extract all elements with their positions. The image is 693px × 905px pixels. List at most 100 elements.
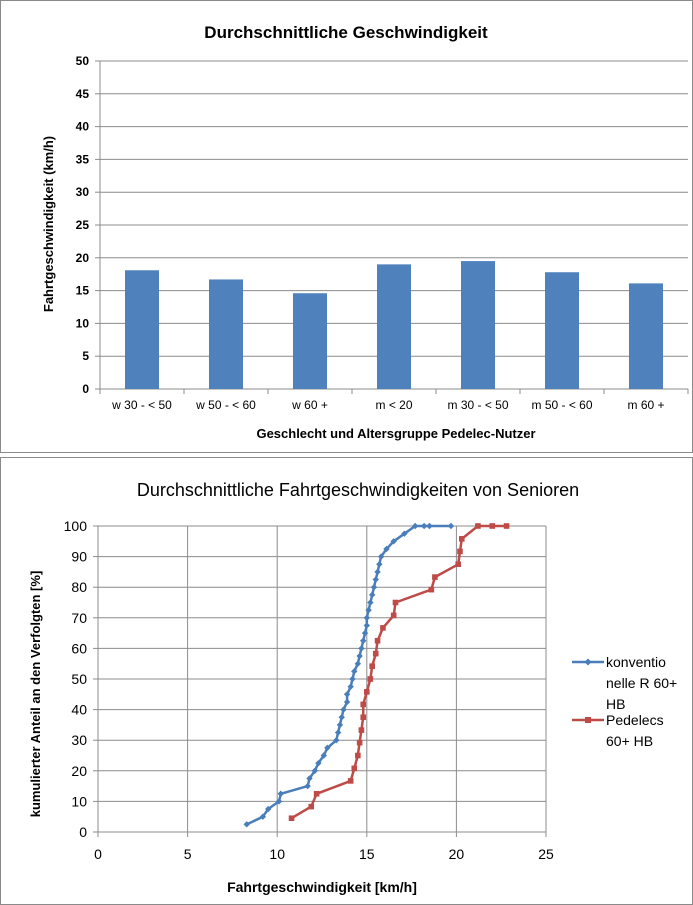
bar-x-tick-label: m 30 - < 50 xyxy=(447,398,508,412)
series-1-point xyxy=(383,545,390,553)
series-2-point xyxy=(367,676,374,682)
bar-y-tick-label: 15 xyxy=(76,284,90,298)
bar-y-tick-label: 20 xyxy=(76,251,90,265)
series-2-point xyxy=(364,689,370,695)
series-2-line xyxy=(290,524,507,820)
series-2-point xyxy=(355,752,361,759)
line-y-tick-label: 70 xyxy=(71,610,87,626)
series-1-point xyxy=(324,744,331,752)
series-1-point xyxy=(372,576,379,583)
line-chart-ylabel: kumulierter Anteil an den Verfolgten [%] xyxy=(28,571,43,818)
series-2-point xyxy=(475,523,481,529)
series-1-point xyxy=(390,538,397,545)
bar-x-tick-label: w 30 - < 50 xyxy=(111,398,172,412)
series-1-point xyxy=(349,675,356,683)
legend-swatch-marker-2 xyxy=(585,717,591,723)
line-x-tick-label: 15 xyxy=(359,846,375,862)
series-2-point xyxy=(351,765,358,772)
series-1-point xyxy=(311,767,319,774)
bar-y-tick-label: 35 xyxy=(76,152,90,166)
series-2-point xyxy=(432,574,438,580)
bar-chart-title: Durchschnittliche Geschwindigkeit xyxy=(204,23,488,42)
bar-6 xyxy=(544,272,580,389)
line-y-tick-label: 10 xyxy=(71,793,87,809)
line-y-tick-label: 50 xyxy=(71,671,87,687)
line-x-tick-label: 20 xyxy=(449,846,465,862)
series-2-point xyxy=(313,790,320,797)
bar-y-tick-label: 45 xyxy=(76,87,90,101)
bar-chart-x-ticks: w 30 - < 50 w 50 - < 60 w 60 + m < 20 m 30 -… xyxy=(99,389,689,412)
bar-x-tick-label: w 50 - < 60 xyxy=(195,398,256,412)
series-2-point xyxy=(360,714,367,721)
series-1-point xyxy=(370,584,378,591)
line-x-tick-label: 5 xyxy=(184,846,192,862)
series-1-point xyxy=(304,782,311,790)
line-y-tick-label: 80 xyxy=(71,579,87,595)
line-chart-frame xyxy=(0,457,693,905)
legend-label-1: nelle R 60+ xyxy=(606,675,677,691)
series-2-point xyxy=(380,625,386,631)
bar-chart-bars xyxy=(124,261,664,389)
line-chart-gridlines xyxy=(97,525,547,833)
line-y-tick-label: 60 xyxy=(71,640,87,656)
series-1-point xyxy=(351,668,358,675)
series-1-point xyxy=(367,599,374,606)
series-1-point xyxy=(320,752,327,759)
series-1-point xyxy=(361,629,369,637)
series-1-point xyxy=(275,798,283,805)
series-2-point xyxy=(288,815,295,822)
series-1-point xyxy=(265,805,272,813)
series-2-point xyxy=(356,739,363,746)
bar-y-tick-label: 40 xyxy=(76,120,90,134)
series-1-point xyxy=(334,729,342,736)
bar-x-tick-label: w 60 + xyxy=(291,398,328,412)
bar-2 xyxy=(208,279,244,389)
series-2-point xyxy=(455,561,461,568)
series-2-point xyxy=(392,599,399,606)
series-1-point xyxy=(368,591,376,599)
series-2-point xyxy=(489,523,496,529)
legend-label-1: HB xyxy=(606,696,625,712)
bar-y-tick-label: 0 xyxy=(82,382,89,396)
line-y-tick-label: 40 xyxy=(71,702,87,718)
line-chart-xlabel: Fahrtgeschwindigkeit [km/h] xyxy=(227,879,417,895)
series-2-point xyxy=(369,663,375,669)
bar-5 xyxy=(460,261,496,389)
series-1-point xyxy=(259,813,267,820)
series-1-point xyxy=(340,706,347,713)
bar-1 xyxy=(124,270,160,389)
series-1-point xyxy=(365,606,372,614)
series-1-point xyxy=(356,652,363,660)
series-1-point xyxy=(358,645,365,652)
bar-x-tick-label: m < 20 xyxy=(375,398,412,412)
series-1-point xyxy=(333,737,340,744)
bar-y-tick-label: 25 xyxy=(76,218,90,232)
line-chart-x-ticks: 0 5 10 15 20 25 xyxy=(94,832,554,862)
line-chart-y-ticks: 0 10 20 30 40 50 60 70 80 90 100 xyxy=(64,518,98,840)
series-1-point xyxy=(426,522,433,530)
series-1-point xyxy=(363,614,370,621)
bar-y-tick-label: 30 xyxy=(76,185,90,199)
line-x-tick-label: 25 xyxy=(538,846,554,862)
series-1-point xyxy=(374,568,381,576)
legend-label-2: Pedelecs xyxy=(606,712,664,728)
series-2-point xyxy=(390,612,397,619)
line-y-tick-label: 100 xyxy=(64,518,88,534)
line-y-tick-label: 90 xyxy=(71,549,87,565)
series-1-point xyxy=(338,714,345,721)
bar-chart-ylabel: Fahrtgeschwindigkeit (km/h) xyxy=(41,136,56,312)
series-1-point xyxy=(277,790,284,797)
bar-3 xyxy=(292,293,328,389)
series-1-point xyxy=(363,622,370,629)
series-2-point xyxy=(458,536,465,542)
series-2-point xyxy=(360,701,367,708)
series-1-point xyxy=(447,522,455,530)
line-x-tick-label: 10 xyxy=(269,846,285,862)
line-y-tick-label: 30 xyxy=(71,732,87,748)
series-2-point xyxy=(374,637,381,644)
bar-y-tick-label: 10 xyxy=(76,316,90,330)
line-chart-series xyxy=(243,522,510,828)
bar-7 xyxy=(628,283,664,389)
